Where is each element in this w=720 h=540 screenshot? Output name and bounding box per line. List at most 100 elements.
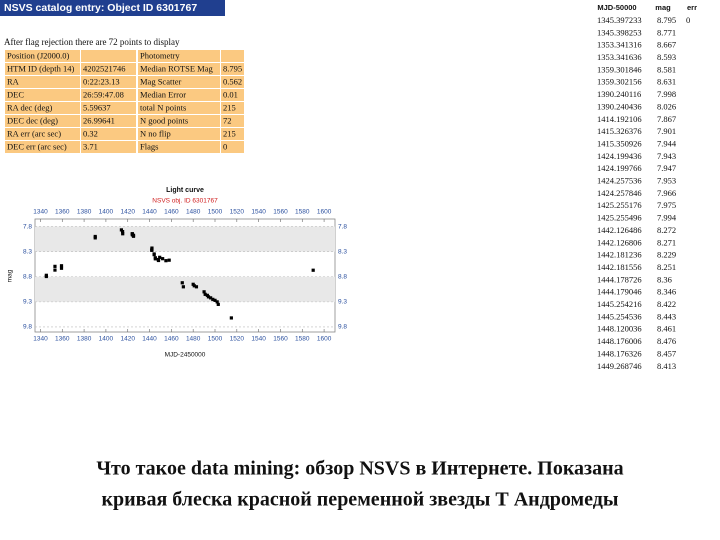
- cell-label: Median Error: [140, 89, 186, 99]
- table-cell: [221, 50, 244, 62]
- table-value: 1448.176326: [597, 348, 642, 358]
- x-tick-label: 1540: [251, 336, 266, 343]
- x-axis-label: MJD-2450000: [165, 352, 206, 359]
- x-tick-label: 1380: [77, 209, 92, 216]
- x-tick-label: 1340: [33, 209, 48, 216]
- cell-value: 8.795: [223, 63, 242, 73]
- x-tick-label: 1380: [77, 336, 92, 343]
- cell-label: DEC dec (deg): [7, 115, 58, 125]
- y-tick-label: 9.3: [338, 299, 347, 306]
- data-point: [229, 316, 233, 320]
- table-cell: [5, 102, 80, 114]
- data-point: [206, 295, 211, 299]
- data-point: [153, 257, 157, 261]
- table-value: 8.593: [657, 52, 676, 62]
- table-cell: [138, 128, 220, 140]
- table-value: 8.443: [657, 311, 676, 321]
- x-tick-label: 1460: [164, 209, 179, 216]
- table-value: 1444.179046: [597, 287, 642, 297]
- data-point: [213, 298, 217, 302]
- table-value: 8.272: [657, 225, 676, 235]
- chart-title: Light curve: [166, 187, 204, 194]
- cell-value: 26.99641: [83, 115, 115, 125]
- table-value: 8.251: [657, 262, 676, 272]
- cell-label: total N points: [140, 102, 186, 112]
- cell-value: 0: [223, 141, 227, 151]
- data-point: [216, 302, 220, 306]
- table-value: 8.476: [657, 336, 676, 346]
- table-cell: [5, 63, 80, 75]
- table-cell: [221, 63, 244, 75]
- data-point: [158, 255, 162, 259]
- x-tick-label: 1480: [186, 209, 201, 216]
- table-cell: [138, 115, 220, 127]
- table-cell: [81, 128, 136, 140]
- x-tick-label: 1600: [317, 209, 332, 216]
- table-value: 1442.126806: [597, 237, 642, 247]
- table-cell: [138, 63, 220, 75]
- data-point: [121, 230, 125, 234]
- table-value: 1424.257536: [597, 176, 642, 186]
- cell-label: RA: [7, 76, 20, 86]
- table-value: 8.667: [657, 40, 676, 50]
- table-cell: [5, 115, 80, 127]
- table-value: 1444.178726: [597, 274, 642, 284]
- table-value: 1424.199436: [597, 151, 642, 161]
- x-tick-label: 1580: [295, 336, 310, 343]
- table-value: 1448.176006: [597, 336, 642, 346]
- table-cell: [81, 115, 136, 127]
- data-point: [194, 285, 199, 289]
- x-tick-label: 1540: [251, 209, 266, 216]
- column-header: mag: [655, 3, 671, 12]
- data-point: [53, 264, 57, 268]
- cell-value: 0:22:23.13: [83, 76, 120, 86]
- table-cell: [81, 89, 136, 101]
- column-header: err: [687, 3, 697, 12]
- table-value: 1449.268746: [597, 361, 642, 371]
- table-cell: [81, 141, 136, 153]
- cell-value: 0.562: [223, 76, 242, 86]
- band: [35, 276, 335, 302]
- header-title: NSVS catalog entry: Object ID 6301767: [4, 2, 197, 14]
- y-tick-label: 9.8: [23, 324, 32, 331]
- data-point: [164, 259, 168, 263]
- y-tick-label: 9.8: [338, 324, 347, 331]
- table-value: 1359.301846: [597, 64, 642, 74]
- table-value: 1415.350926: [597, 138, 642, 148]
- y-tick-label: 8.8: [338, 273, 347, 280]
- x-tick-label: 1420: [120, 209, 135, 216]
- cell-label: Flags: [140, 141, 158, 151]
- table-cell: [138, 141, 220, 153]
- data-point: [121, 232, 125, 236]
- cell-value: 4202521746: [83, 63, 126, 73]
- table-cell: [5, 128, 80, 140]
- table-value: 8.422: [657, 299, 676, 309]
- table-value: 7.953: [657, 176, 676, 186]
- table-cell: [81, 102, 136, 114]
- cell-label: N no flip: [140, 128, 171, 138]
- table-value: 1353.341636: [597, 52, 642, 62]
- table-cell: [221, 128, 244, 140]
- table-value: 1390.240436: [597, 101, 642, 111]
- table-value: 8.229: [657, 250, 676, 260]
- data-point: [180, 281, 184, 285]
- data-point: [202, 290, 206, 294]
- table-cell: [221, 76, 244, 88]
- x-tick-label: 1440: [142, 209, 157, 216]
- data-point: [44, 273, 48, 277]
- y-tick-label: 8.8: [23, 273, 32, 280]
- table-cell: [221, 115, 244, 127]
- table-cell: [81, 76, 136, 88]
- table-value: 1425.255496: [597, 213, 642, 223]
- table-value: 8.771: [657, 27, 676, 37]
- x-tick-label: 1560: [273, 336, 288, 343]
- data-point: [167, 258, 171, 262]
- table-cell: [138, 89, 220, 101]
- data-point: [59, 266, 64, 270]
- cell-label: Photometry: [140, 50, 180, 60]
- table-value: 7.901: [657, 126, 676, 136]
- caption: Что такое data mining: обзор NSVS в Инте…: [96, 458, 623, 480]
- table-cell: [5, 76, 80, 88]
- cell-label: Mag Scatter: [140, 76, 181, 86]
- table-cell: [138, 50, 220, 62]
